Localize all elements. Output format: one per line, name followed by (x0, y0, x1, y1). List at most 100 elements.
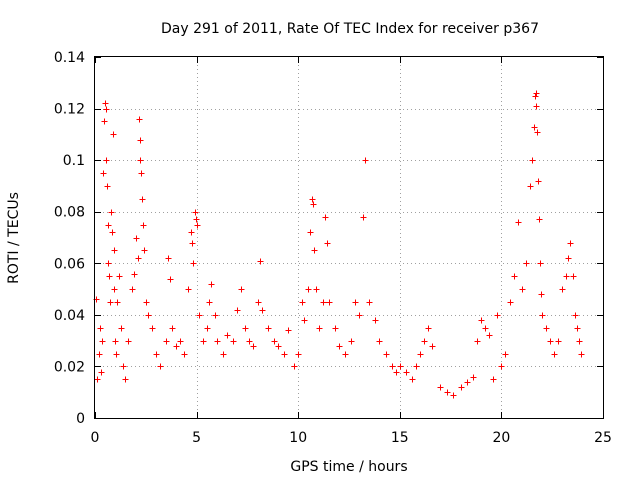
data-point (326, 299, 333, 306)
data-point (389, 363, 396, 370)
data-point (372, 317, 379, 324)
data-point (310, 201, 317, 208)
data-point (192, 209, 199, 216)
data-point (206, 299, 213, 306)
data-point (559, 286, 566, 293)
data-point (137, 137, 144, 144)
data-point (193, 216, 200, 223)
data-point (502, 351, 509, 358)
x-tick-labels: 0 5 10 15 20 25 (91, 430, 612, 446)
data-point (139, 196, 146, 203)
data-point (177, 338, 184, 345)
data-point (307, 229, 314, 236)
data-point (429, 343, 436, 350)
data-point (103, 106, 110, 113)
plot-frame (94, 56, 604, 419)
data-point (255, 299, 262, 306)
data-point (257, 258, 264, 265)
data-point (523, 260, 530, 267)
data-point (311, 247, 318, 254)
data-point (519, 286, 526, 293)
data-point (185, 286, 192, 293)
data-point (543, 325, 550, 332)
data-point (478, 317, 485, 324)
chart-title: Day 291 of 2011, Rate Of TEC Index for r… (161, 21, 539, 37)
data-point (265, 325, 272, 332)
data-point (295, 351, 302, 358)
y-tick-label: 0.02 (54, 359, 85, 375)
data-point (409, 376, 416, 383)
data-point (539, 312, 546, 319)
data-point (393, 369, 400, 376)
data-point (99, 338, 106, 345)
data-point (113, 351, 120, 358)
data-point (94, 376, 101, 383)
grid-lines (95, 57, 603, 418)
data-point (417, 351, 424, 358)
y-axis-label: ROTI / TECUs (6, 192, 22, 284)
data-point (578, 351, 585, 358)
data-point (122, 376, 129, 383)
data-point (348, 338, 355, 345)
data-point (299, 299, 306, 306)
data-point (322, 214, 329, 221)
data-point (104, 183, 111, 190)
data-point (129, 286, 136, 293)
data-point (527, 183, 534, 190)
data-point (536, 216, 543, 223)
data-point (238, 286, 245, 293)
data-point (425, 325, 432, 332)
data-point (141, 247, 148, 254)
data-point (464, 379, 471, 386)
data-point (109, 229, 116, 236)
y-tick-labels: 0 0.02 0.04 0.06 0.08 0.1 0.12 0.14 (54, 50, 85, 427)
data-point (111, 286, 118, 293)
data-point (498, 363, 505, 370)
axis-ticks (95, 57, 604, 419)
data-points (93, 90, 585, 399)
data-point (135, 255, 142, 262)
data-point (336, 343, 343, 350)
data-point (291, 363, 298, 370)
data-point (107, 299, 114, 306)
data-point (474, 338, 481, 345)
data-point (450, 392, 457, 399)
data-point (234, 307, 241, 314)
data-point (529, 157, 536, 164)
data-point (118, 325, 125, 332)
y-tick-label: 0.1 (63, 153, 85, 169)
data-point (189, 240, 196, 247)
data-point (108, 209, 115, 216)
data-point (403, 369, 410, 376)
y-tick-label: 0.08 (54, 205, 85, 221)
data-point (190, 260, 197, 267)
data-point (366, 299, 373, 306)
data-point (535, 178, 542, 185)
data-point (271, 338, 278, 345)
data-point (157, 363, 164, 370)
data-point (507, 299, 514, 306)
data-point (149, 325, 156, 332)
data-point (188, 229, 195, 236)
data-point (437, 384, 444, 391)
data-point (111, 247, 118, 254)
data-point (136, 116, 143, 123)
data-point (376, 338, 383, 345)
data-point (131, 271, 138, 278)
data-point (332, 325, 339, 332)
data-point (555, 338, 562, 345)
data-point (110, 131, 117, 138)
data-point (103, 157, 110, 164)
data-point (242, 325, 249, 332)
data-point (125, 338, 132, 345)
data-point (313, 286, 320, 293)
data-point (565, 255, 572, 262)
data-point (97, 325, 104, 332)
data-point (320, 299, 327, 306)
data-point (114, 299, 121, 306)
data-point (309, 196, 316, 203)
data-point (214, 338, 221, 345)
data-point (567, 240, 574, 247)
data-point (102, 100, 109, 107)
data-point (200, 338, 207, 345)
